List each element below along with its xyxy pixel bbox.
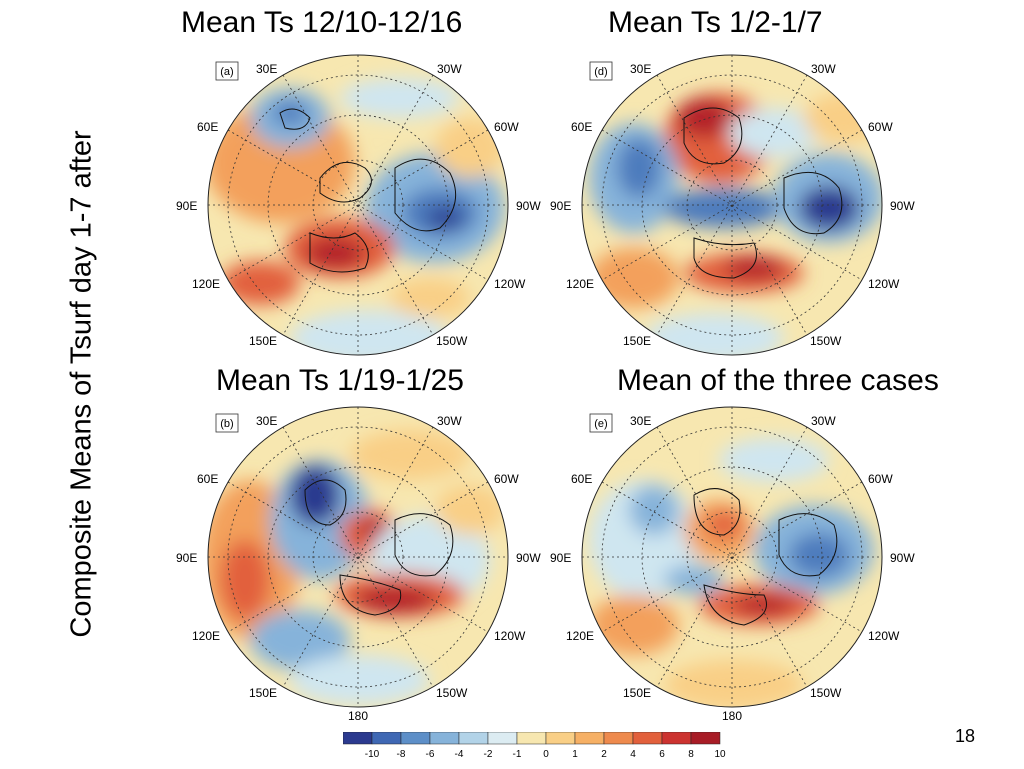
colorbar-swatch <box>400 731 431 745</box>
polar-map-panel-a: (a) 30E 30W 60E 60W 90E 90W 120E 120W 15… <box>170 54 550 362</box>
colorbar-swatch <box>516 731 547 745</box>
lon-label-90e: 90E <box>176 551 197 565</box>
polar-map-panel-e: (e) 30E 30W 60E 60W 90E 90W 120E 120W 15… <box>544 406 924 728</box>
colorbar-swatch <box>661 731 692 745</box>
colorbar-swatch <box>545 731 576 745</box>
panel-tag-b: (b) <box>220 418 233 430</box>
lon-label-30w: 30W <box>811 62 836 76</box>
lon-label-120w: 120W <box>494 629 526 643</box>
panel-tag-a: (a) <box>220 66 233 78</box>
panel-title-d: Mean Ts 1/2-1/7 <box>608 6 823 39</box>
colorbar-swatch <box>429 731 460 745</box>
lon-label-90w: 90W <box>890 199 915 213</box>
side-title: Composite Means of Tsurf day 1-7 after <box>65 130 98 638</box>
lon-label-90e: 90E <box>550 551 571 565</box>
colorbar-tick-label: 6 <box>659 749 665 760</box>
lon-label-60w: 60W <box>868 472 893 486</box>
slide-number: 18 <box>955 726 976 746</box>
lon-label-90w: 90W <box>516 199 541 213</box>
colorbar-tick-label: -6 <box>426 749 435 760</box>
colorbar-tick-label: 1 <box>572 749 578 760</box>
lon-label-60e: 60E <box>197 120 218 134</box>
lon-label-60e: 60E <box>571 472 592 486</box>
lon-label-60w: 60W <box>494 472 519 486</box>
lon-label-90w: 90W <box>890 551 915 565</box>
lon-label-120e: 120E <box>192 629 220 643</box>
lon-label-30w: 30W <box>811 414 836 428</box>
lon-label-90w: 90W <box>516 551 541 565</box>
lon-label-60e: 60E <box>197 472 218 486</box>
panel-title-a: Mean Ts 12/10-12/16 <box>181 6 463 39</box>
lon-label-150e: 150E <box>623 334 651 348</box>
colorbar-swatch <box>632 731 663 745</box>
lon-label-180: 180 <box>348 709 368 723</box>
polar-map-panel-b: (b) 30E 30W 60E 60W 90E 90W 120E 120W 15… <box>170 406 550 728</box>
temperature-colorbar: -10 -8 -6 -4 -2 -1 0 1 2 4 6 8 10 <box>342 731 763 769</box>
lon-label-60e: 60E <box>571 120 592 134</box>
colorbar-swatch <box>371 731 402 745</box>
lon-label-150e: 150E <box>249 334 277 348</box>
colorbar-tick-label: 0 <box>543 749 549 760</box>
lon-label-30w: 30W <box>437 62 462 76</box>
colorbar-swatch <box>574 731 605 745</box>
lon-label-150w: 150W <box>810 686 842 700</box>
colorbar-swatch <box>342 731 373 745</box>
lon-label-120w: 120W <box>494 277 526 291</box>
panel-tag-d: (d) <box>594 66 607 78</box>
colorbar-tick-label: 8 <box>688 749 694 760</box>
lon-label-150e: 150E <box>249 686 277 700</box>
lon-label-90e: 90E <box>550 199 571 213</box>
lon-label-60w: 60W <box>868 120 893 134</box>
lon-label-30w: 30W <box>437 414 462 428</box>
lon-label-120w: 120W <box>868 277 900 291</box>
lon-label-30e: 30E <box>630 62 651 76</box>
colorbar-swatch <box>603 731 634 745</box>
lon-label-120w: 120W <box>868 629 900 643</box>
lon-label-150w: 150W <box>436 686 468 700</box>
lon-label-120e: 120E <box>566 277 594 291</box>
lon-label-150w: 150W <box>810 334 842 348</box>
colorbar-swatch <box>487 731 518 745</box>
colorbar-swatch <box>690 731 721 745</box>
colorbar-tick-label: -10 <box>365 749 380 760</box>
lon-label-150w: 150W <box>436 334 468 348</box>
lon-label-60w: 60W <box>494 120 519 134</box>
lon-label-30e: 30E <box>256 62 277 76</box>
colorbar-tick-label: 10 <box>714 749 726 760</box>
lon-label-180: 180 <box>722 709 742 723</box>
panel-tag-e: (e) <box>594 418 607 430</box>
lon-label-30e: 30E <box>256 414 277 428</box>
colorbar-tick-label: -4 <box>455 749 464 760</box>
lon-label-150e: 150E <box>623 686 651 700</box>
lon-label-90e: 90E <box>176 199 197 213</box>
lon-label-120e: 120E <box>192 277 220 291</box>
colorbar-tick-label: -1 <box>513 749 522 760</box>
colorbar-tick-label: -2 <box>484 749 493 760</box>
lon-label-30e: 30E <box>630 414 651 428</box>
panel-title-b: Mean Ts 1/19-1/25 <box>216 364 464 397</box>
colorbar-tick-label: 2 <box>601 749 607 760</box>
colorbar-swatch <box>458 731 489 745</box>
polar-map-panel-d: (d) 30E 30W 60E 60W 90E 90W 120E 120W 15… <box>544 54 924 362</box>
lon-label-120e: 120E <box>566 629 594 643</box>
colorbar-tick-label: 4 <box>630 749 636 760</box>
panel-title-e: Mean of the three cases <box>617 364 939 397</box>
colorbar-tick-label: -8 <box>397 749 406 760</box>
